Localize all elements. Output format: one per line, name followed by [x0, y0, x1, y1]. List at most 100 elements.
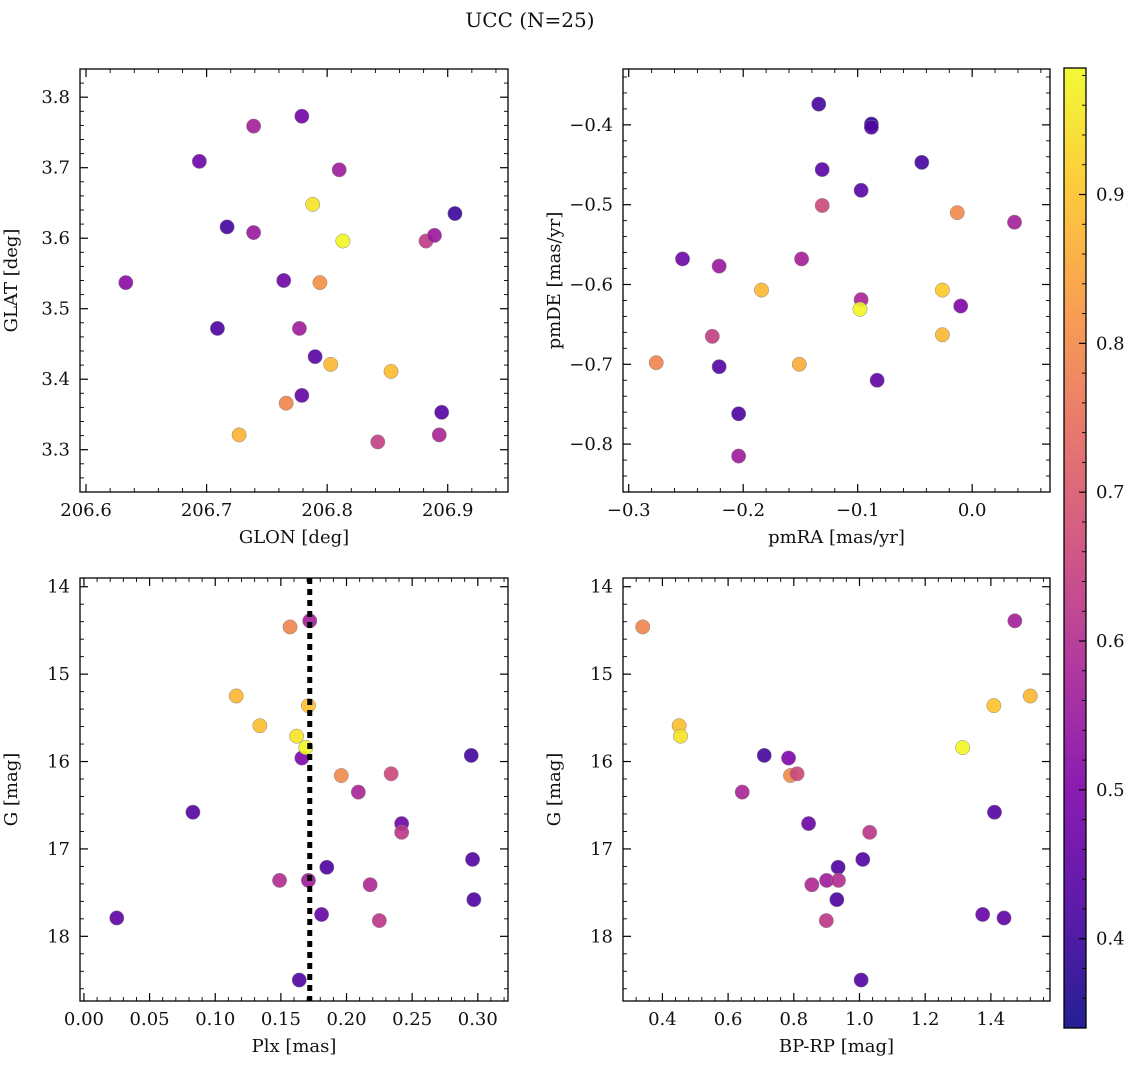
x-tick-label: 0.25: [392, 1009, 432, 1030]
colorbar-tick-label: 0.7: [1096, 482, 1125, 503]
x-tick-label: 1.2: [911, 1009, 940, 1030]
y-tick-label: 15: [590, 664, 613, 685]
x-tick-label: −0.2: [721, 500, 765, 521]
panel-pmra-pmde: −0.3 −0.2 −0.1 0.0 −0.8 −0.7 −0.6 −0.5 −0.4 pmRA …: [544, 68, 1051, 548]
points-plx-g: [109, 613, 482, 988]
data-point: [986, 698, 1002, 714]
colorbar-tick-label: 0.6: [1096, 631, 1125, 652]
colorbar-gradient: [1064, 68, 1086, 1028]
data-point: [863, 119, 879, 135]
x-tick-label: −0.3: [607, 500, 651, 521]
data-point: [323, 356, 339, 372]
data-point: [291, 320, 307, 336]
y-tick-label: 16: [590, 752, 613, 773]
data-point: [830, 859, 846, 875]
data-point: [231, 427, 247, 443]
panel-bprp-g: 0.4 0.6 0.8 1.0 1.2 1.4 14 15 16 17 18 BP-RP [mag] G…: [544, 577, 1051, 1057]
y-tick-label: −0.7: [569, 354, 613, 375]
x-tick-label: 1.0: [845, 1009, 874, 1030]
data-point: [811, 96, 827, 112]
data-point: [818, 913, 834, 929]
x-tick-label: 0.8: [779, 1009, 808, 1030]
data-point: [319, 859, 335, 875]
data-point: [734, 784, 750, 800]
data-point: [711, 258, 727, 274]
data-point: [362, 877, 378, 893]
data-point: [794, 251, 810, 267]
data-point: [463, 747, 479, 763]
colorbar-frame: [1063, 67, 1087, 1029]
data-point: [814, 162, 830, 178]
data-point: [791, 356, 807, 372]
data-point: [789, 766, 805, 782]
x-tick-label: 0.4: [648, 1009, 677, 1030]
colorbar-tick-label: 0.8: [1096, 333, 1125, 354]
y-tick-label: 18: [590, 926, 613, 947]
data-point: [855, 851, 871, 867]
data-point: [711, 359, 727, 375]
y-tick-label: 15: [47, 664, 70, 685]
y-tick-label: 3.4: [41, 369, 70, 390]
panel-plx-g: 0.00 0.05 0.10 0.15 0.20 0.25 0.30 14 15 16 17 18 Pl…: [1, 577, 509, 1057]
data-point: [272, 872, 288, 888]
data-point: [294, 387, 310, 403]
data-point: [305, 196, 321, 212]
x-tick-label: 206.8: [301, 500, 353, 521]
data-point: [731, 448, 747, 464]
data-point: [673, 728, 688, 744]
data-point: [228, 688, 244, 704]
data-point: [1022, 688, 1038, 704]
data-point: [335, 233, 351, 249]
y-axis-label: GLAT [deg]: [1, 229, 22, 333]
y-tick-label: 3.7: [41, 158, 70, 179]
y-tick-label: 16: [47, 752, 70, 773]
y-tick-label: 3.5: [41, 299, 70, 320]
x-tick-label: 206.9: [422, 500, 474, 521]
data-point: [1007, 214, 1022, 230]
data-point: [754, 282, 769, 298]
data-point: [431, 427, 447, 443]
data-point: [394, 824, 410, 840]
data-point: [333, 768, 349, 783]
data-point: [781, 750, 796, 766]
data-point: [829, 892, 845, 908]
data-point: [370, 434, 386, 450]
x-tick-label: 0.05: [130, 1009, 170, 1030]
data-point: [1007, 613, 1023, 629]
data-point: [975, 907, 991, 922]
data-point: [383, 766, 399, 782]
data-point: [869, 372, 885, 388]
data-point: [209, 320, 225, 336]
y-tick-label: 18: [47, 926, 70, 947]
data-point: [185, 804, 201, 820]
y-tick-label: 14: [590, 577, 613, 598]
data-point: [331, 162, 347, 178]
data-point: [246, 225, 262, 241]
x-tick-label: 0.30: [458, 1009, 498, 1030]
colorbar-tick-label: 0.4: [1096, 929, 1125, 950]
data-point: [371, 913, 387, 929]
data-point: [278, 395, 294, 411]
y-tick-label: −0.8: [569, 434, 613, 455]
data-point: [675, 251, 690, 267]
data-point: [756, 747, 772, 763]
y-tick-label: −0.5: [569, 195, 613, 216]
data-point: [312, 275, 328, 291]
data-point: [862, 824, 878, 840]
y-tick-label: 3.6: [41, 228, 70, 249]
y-tick-label: −0.6: [569, 274, 613, 295]
data-point: [648, 355, 664, 371]
data-point: [934, 327, 950, 343]
data-point: [434, 404, 450, 420]
x-tick-label: 0.00: [64, 1009, 104, 1030]
data-point: [804, 877, 820, 893]
x-tick-label: −0.1: [836, 500, 880, 521]
data-point: [109, 910, 125, 926]
x-tick-label: 0.6: [714, 1009, 743, 1030]
data-point: [934, 282, 950, 298]
y-tick-label: 3.3: [41, 440, 70, 461]
data-point: [914, 154, 930, 170]
plot-frame: [79, 68, 509, 493]
data-point: [853, 972, 869, 988]
